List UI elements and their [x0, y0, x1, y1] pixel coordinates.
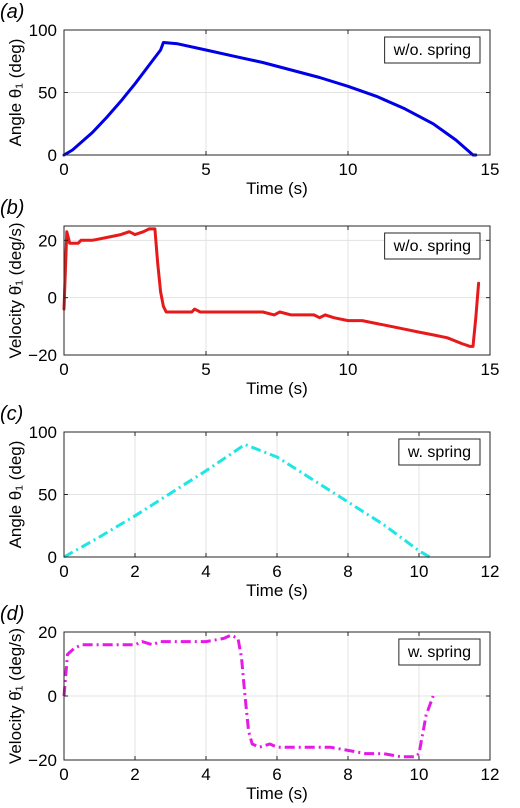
x-tick-label: 4: [201, 765, 210, 784]
panel-letter: (c): [0, 403, 23, 425]
x-tick-label: 2: [130, 765, 139, 784]
x-tick-label: 10: [339, 360, 358, 379]
x-axis-label: Time (s): [246, 784, 308, 803]
x-tick-label: 4: [201, 562, 210, 581]
y-tick-label: −20: [28, 751, 57, 770]
y-tick-label: 50: [38, 486, 57, 505]
legend-box: [398, 638, 481, 666]
y-axis-label: Angle θ₁ (deg): [6, 39, 25, 147]
panel-1: (a) 0 5 10 15 0 50 100 Time (s) Angle θ₁ (deg) w/o…: [0, 1, 499, 198]
legend: w. spring: [398, 438, 481, 466]
series-line: [63, 443, 431, 559]
legend-label: w. spring: [407, 644, 471, 661]
legend-box: [384, 232, 481, 260]
y-tick-label: 0: [48, 687, 57, 706]
x-tick-label: 12: [481, 562, 500, 581]
x-tick-label: 0: [59, 160, 68, 179]
y-tick-label: 0: [48, 289, 57, 308]
legend: w. spring: [398, 638, 481, 666]
x-tick-label: 8: [343, 765, 352, 784]
y-tick-label: 100: [29, 21, 57, 40]
panel-letter: (a): [0, 1, 24, 23]
legend-label: w. spring: [407, 444, 471, 461]
x-tick-label: 8: [343, 562, 352, 581]
y-tick-label: 20: [38, 231, 57, 250]
series-line: [62, 227, 481, 348]
x-tick-label: 6: [272, 765, 281, 784]
panel-letter: (d): [0, 603, 24, 625]
y-tick-label: −20: [28, 346, 57, 365]
y-tick-label: 20: [38, 623, 57, 642]
x-tick-label: 2: [130, 562, 139, 581]
y-tick-label: 0: [48, 146, 57, 165]
plot-frame: [63, 225, 491, 356]
x-axis-label: Time (s): [246, 581, 308, 600]
x-tick-label: 10: [339, 160, 358, 179]
y-tick-label: 50: [38, 84, 57, 103]
y-axis-label: Velocity θ̇₁ (deg/s): [6, 222, 25, 358]
x-tick-label: 15: [481, 360, 500, 379]
legend-box: [398, 438, 481, 466]
legend-label: w/o. spring: [393, 42, 471, 59]
y-axis-label: Angle θ₁ (deg): [6, 441, 25, 549]
x-tick-label: 15: [481, 160, 500, 179]
legend: w/o. spring: [384, 232, 481, 260]
y-tick-label: 0: [48, 548, 57, 567]
panel-letter: (b): [0, 197, 24, 219]
legend-box: [384, 36, 481, 64]
x-tick-label: 0: [59, 360, 68, 379]
x-tick-label: 0: [59, 562, 68, 581]
series-line: [62, 41, 478, 157]
x-axis-label: Time (s): [246, 379, 308, 398]
y-axis-label: Velocity θ̇₁ (deg/s): [6, 628, 25, 764]
x-tick-label: 0: [59, 765, 68, 784]
x-tick-label: 10: [410, 765, 429, 784]
x-tick-label: 6: [272, 562, 281, 581]
legend: w/o. spring: [384, 36, 481, 64]
x-axis-label: Time (s): [246, 179, 308, 198]
legend-label: w/o. spring: [393, 238, 471, 255]
x-tick-label: 10: [410, 562, 429, 581]
y-tick-label: 100: [29, 423, 57, 442]
x-tick-label: 12: [481, 765, 500, 784]
x-tick-label: 5: [201, 160, 210, 179]
panel-3: (c) 0 2 4 6 8 10 12 0 50 100 Time (s) Angle θ₁ (deg)…: [0, 403, 499, 600]
series-line: [62, 633, 435, 759]
x-tick-label: 5: [201, 360, 210, 379]
